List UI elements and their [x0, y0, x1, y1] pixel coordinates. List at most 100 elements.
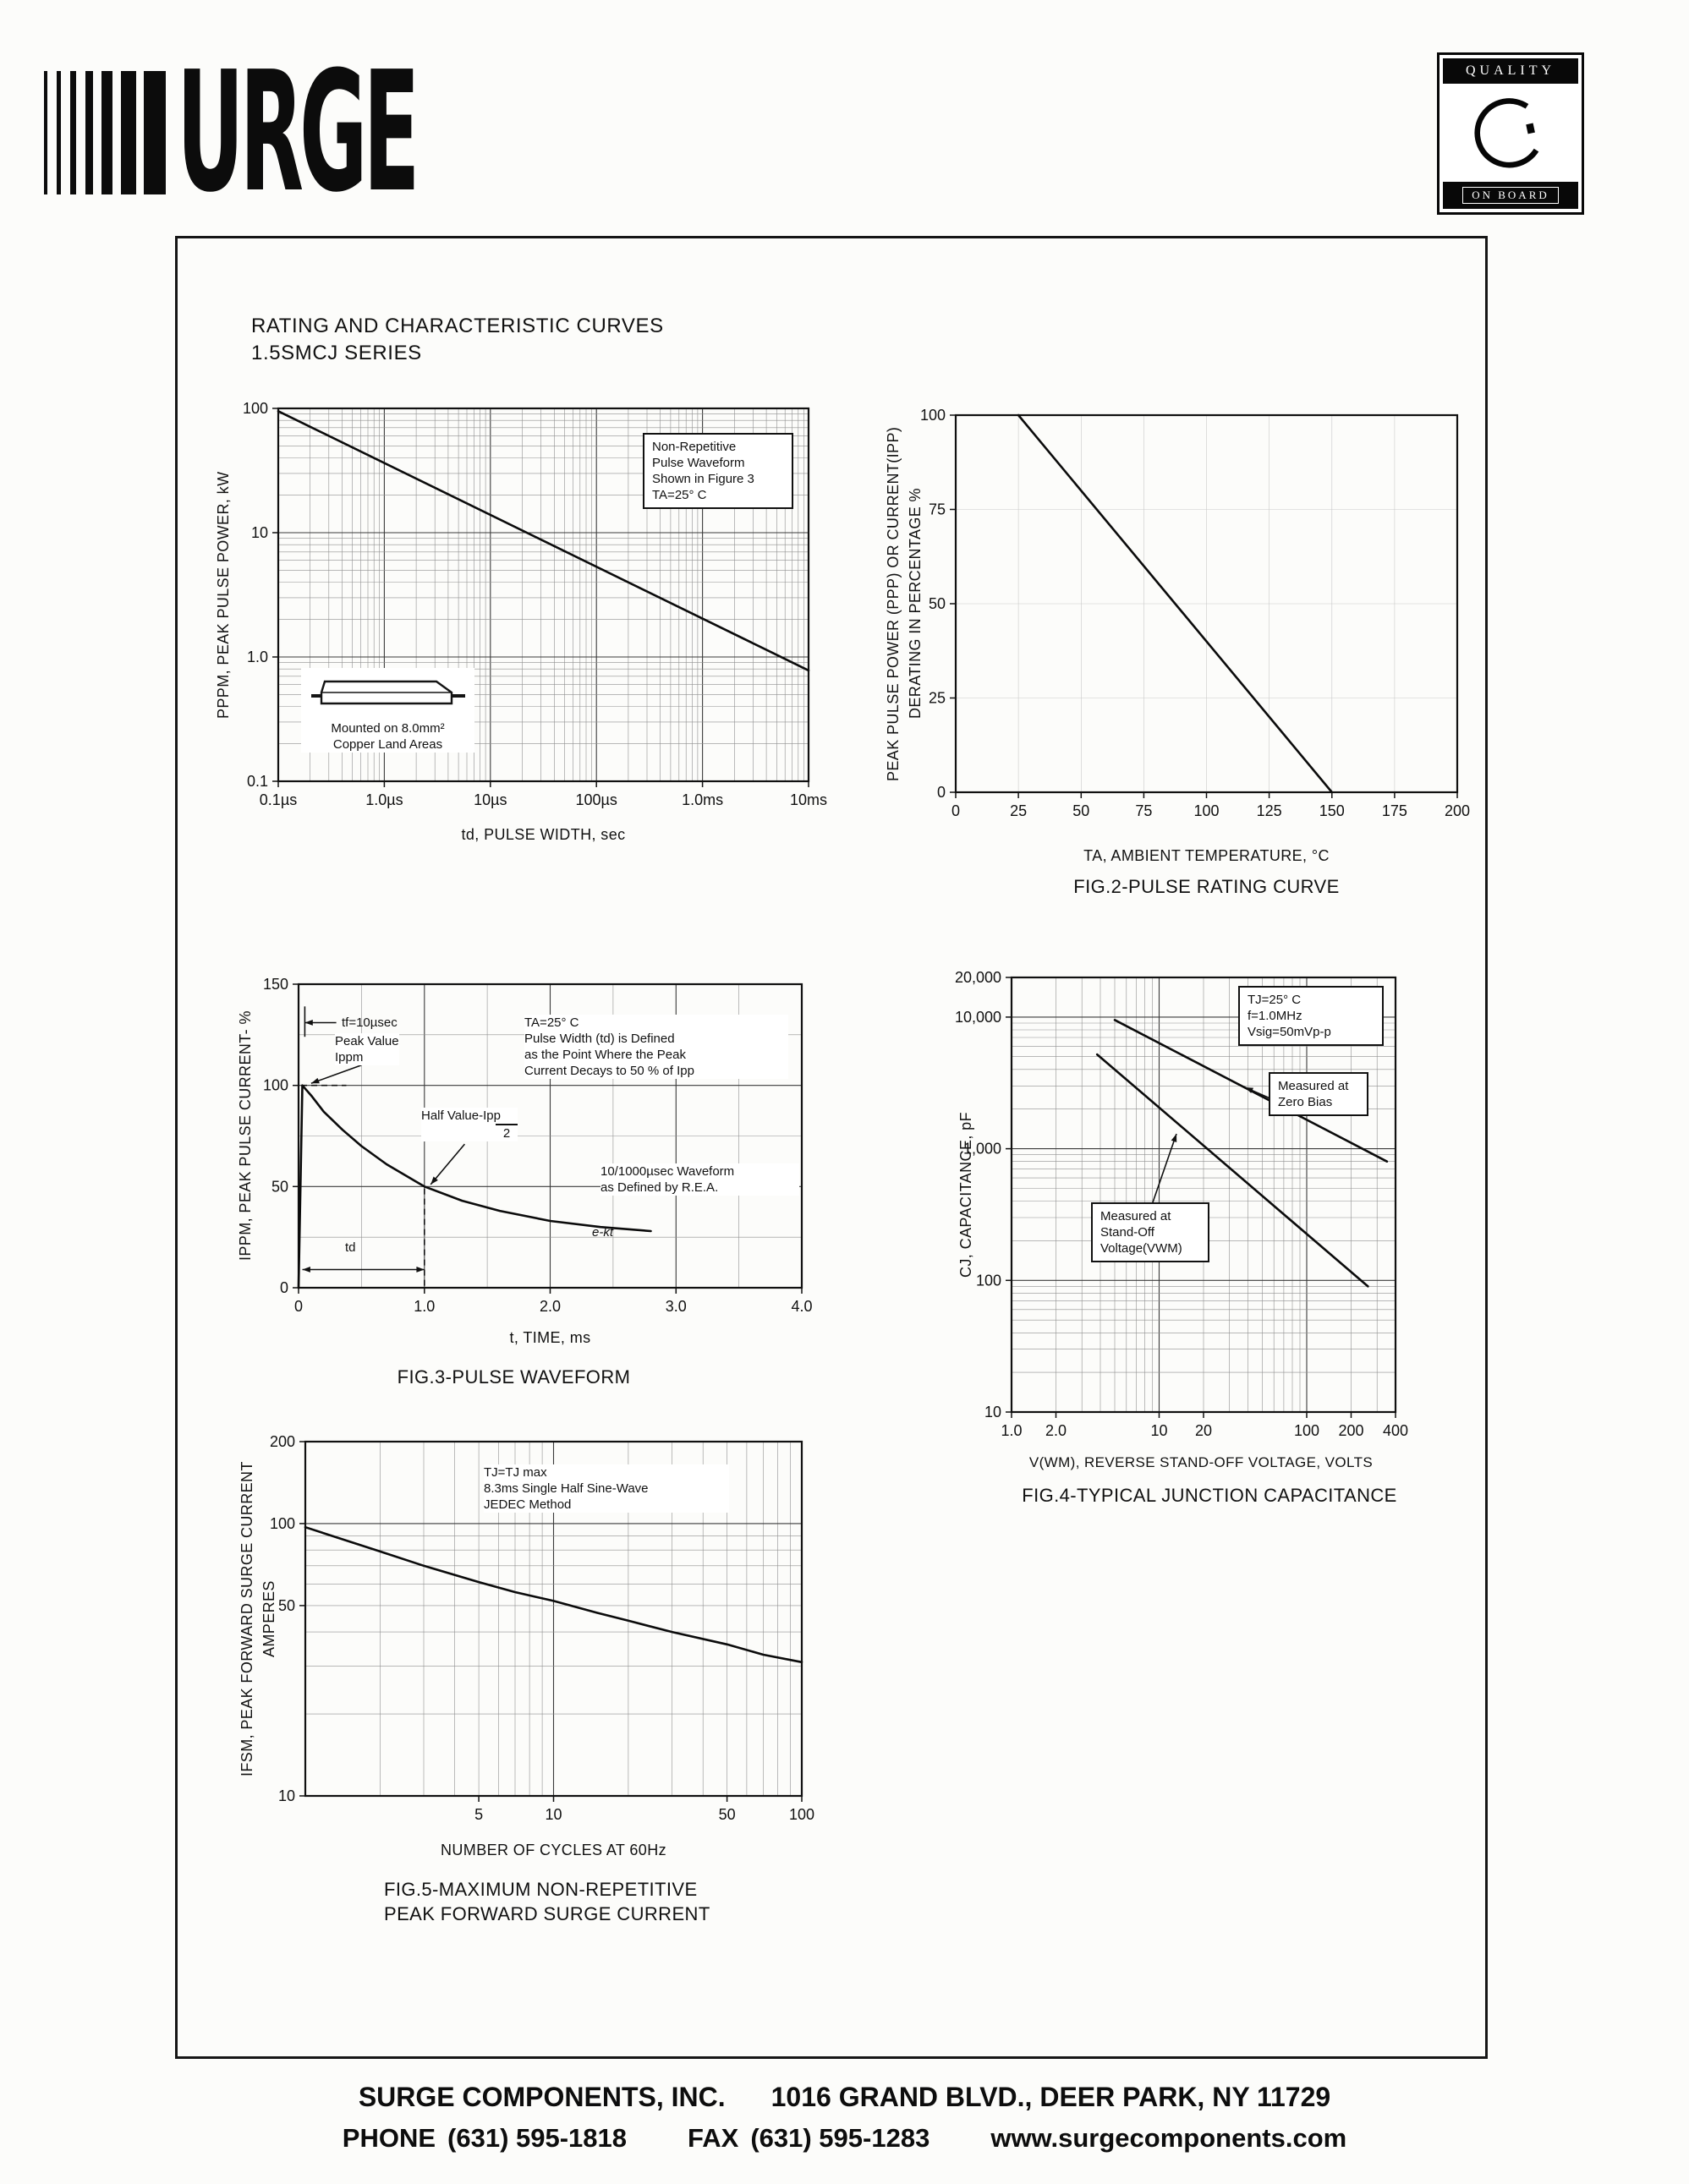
fraction-denominator: 2 [496, 1124, 518, 1141]
caption-line: PEAK FORWARD SURGE CURRENT [384, 1903, 710, 1924]
fig4-junction-capacitance-chart: CJ, CAPACITANCE, pF 1.0 2.0 10 20 100 200 400 2… [947, 930, 1514, 1522]
svg-text:100µs: 100µs [575, 791, 617, 808]
title-line1: RATING AND CHARACTERISTIC CURVES [251, 315, 664, 337]
footer-fax-number: (631) 595-1283 [750, 2123, 930, 2153]
svg-text:100: 100 [1193, 802, 1219, 819]
footer-line2: PHONE (631) 595-1818 FAX (631) 595-1283 ww… [0, 2123, 1689, 2154]
svg-text:1.0: 1.0 [414, 1298, 435, 1315]
svg-text:1.0ms: 1.0ms [682, 791, 723, 808]
note-line: Peak Value [335, 1034, 399, 1048]
quality-on-board-badge: QUALITY ON BOARD [1437, 52, 1584, 215]
footer-line1: SURGE COMPONENTS, INC. 1016 GRAND BLVD.,… [0, 2082, 1689, 2113]
svg-text:100: 100 [789, 1806, 814, 1823]
svg-text:25: 25 [929, 690, 946, 707]
note-line: Shown in Figure 3 [652, 472, 754, 486]
fig1-mounting-note: Mounted on 8.0mm² Copper Land Areas [301, 668, 474, 753]
fig1-x-axis-label: td, PULSE WIDTH, sec [461, 826, 626, 843]
note-line: TA=25° C [652, 488, 707, 502]
svg-text:10: 10 [278, 1787, 295, 1804]
svg-text:0.1: 0.1 [247, 773, 268, 790]
svg-text:0: 0 [951, 802, 960, 819]
fig3-x-axis-label: t, TIME, ms [509, 1329, 591, 1346]
fig3-tf-label: tf=10µsec [342, 1015, 398, 1030]
svg-text:50: 50 [929, 595, 946, 612]
fig1-peak-pulse-power-chart: PPPM, PEAK PULSE POWER, kW 0.1µs 1.0µs 10µ… [203, 372, 871, 888]
fig2-x-axis-label: TA, AMBIENT TEMPERATURE, °C [1083, 847, 1330, 864]
svg-text:200: 200 [1338, 1422, 1363, 1439]
page-title: RATING AND CHARACTERISTIC CURVES 1.5SMCJ… [251, 313, 664, 367]
surge-logo-bars-icon [44, 71, 177, 194]
svg-text:50: 50 [1072, 802, 1089, 819]
fig3-peak-value-label: Peak Value Ippm [335, 1033, 399, 1065]
svg-text:10,000: 10,000 [955, 1009, 1001, 1026]
svg-text:150: 150 [263, 976, 288, 993]
svg-text:2.0: 2.0 [1045, 1422, 1067, 1439]
surge-logo: URGE [44, 50, 655, 216]
svg-text:2.0: 2.0 [540, 1298, 561, 1315]
fig3-exponential-label: e-kt [592, 1225, 614, 1240]
note-line: f=1.0MHz [1248, 1009, 1302, 1023]
svg-text:1.0µs: 1.0µs [365, 791, 403, 808]
fig5-caption: FIG.5-MAXIMUM NON-REPETITIVE PEAK FORWAR… [384, 1877, 710, 1926]
fig3-conditions-note: TA=25° C Pulse Width (td) is Defined as … [524, 1015, 788, 1079]
footer-phone-number: (631) 595-1818 [447, 2123, 628, 2153]
note-line: Zero Bias [1278, 1095, 1333, 1109]
fig2-y-axis-label-line1: PEAK PULSE POWER (PPP) OR CURRENT(IPP) [885, 426, 902, 781]
svg-text:1.0: 1.0 [247, 649, 268, 665]
svg-text:1,000: 1,000 [963, 1141, 1001, 1158]
fig1-note-box: Non-Repetitive Pulse Waveform Shown in F… [643, 433, 793, 509]
svg-text:400: 400 [1383, 1422, 1408, 1439]
svg-text:20: 20 [1195, 1422, 1212, 1439]
fig3-pulse-waveform-chart: IPPM, PEAK PULSE CURRENT- % 0 1.0 2.0 3.0 4.… [228, 947, 897, 1420]
note-line: TA=25° C [524, 1015, 579, 1030]
quality-badge-bottom-label: ON BOARD [1462, 187, 1559, 204]
note-line: Ippm [335, 1050, 364, 1065]
note-line: Measured at [1278, 1079, 1349, 1093]
svg-text:0: 0 [294, 1298, 303, 1315]
fig4-y-axis-label: CJ, CAPACITANCE, pF [957, 1112, 974, 1278]
svg-text:10: 10 [545, 1806, 562, 1823]
note-line: Copper Land Areas [332, 737, 443, 752]
svg-text:10ms: 10ms [790, 791, 827, 808]
note-line: Pulse Width (td) is Defined [524, 1032, 675, 1046]
note-line: Current Decays to 50 % of Ipp [524, 1064, 694, 1078]
svg-text:0: 0 [280, 1279, 288, 1296]
footer-fax-label: FAX [688, 2123, 739, 2153]
fig4-x-axis-label: V(WM), REVERSE STAND-OFF VOLTAGE, VOLTS [1028, 1454, 1374, 1470]
note-line: as the Point Where the Peak [524, 1048, 686, 1062]
fig5-surge-current-chart: IFSM, PEAK FORWARD SURGE CURRENT AMPERES… [237, 1420, 905, 1962]
svg-text:10µs: 10µs [474, 791, 507, 808]
footer-company: SURGE COMPONENTS, INC. [358, 2082, 726, 2112]
fig5-conditions-note: TJ=TJ max 8.3ms Single Half Sine-Wave JE… [484, 1464, 729, 1513]
svg-text:50: 50 [719, 1806, 736, 1823]
svg-text:50: 50 [278, 1597, 295, 1614]
svg-text:75: 75 [1135, 802, 1152, 819]
fig2-plot-area: 0 25 50 75 100 125 150 175 200 100 75 50 25 0 [880, 372, 1505, 892]
fig2-y-axis-label-line2: DERATING IN PERCENTAGE % [907, 488, 924, 720]
fig4-standoff-box: Measured at Stand-Off Voltage(VWM) [1091, 1202, 1209, 1262]
fig2-pulse-rating-chart: PEAK PULSE POWER (PPP) OR CURRENT(IPP) D… [880, 372, 1510, 922]
smc-package-icon [310, 680, 465, 705]
caption-line: FIG.5-MAXIMUM NON-REPETITIVE [384, 1879, 698, 1900]
svg-text:100: 100 [920, 407, 946, 424]
fig4-plot-area: 1.0 2.0 10 20 100 200 400 20,000 10,000 1,000 100 1… [947, 930, 1505, 1475]
svg-text:100: 100 [1294, 1422, 1319, 1439]
fig4-zero-bias-box: Measured at Zero Bias [1269, 1072, 1368, 1116]
svg-text:5: 5 [474, 1806, 483, 1823]
svg-text:10: 10 [1150, 1422, 1167, 1439]
note-line: Pulse Waveform [652, 456, 745, 470]
fig4-conditions-box: TJ=25° C f=1.0MHz Vsig=50mVp-p [1238, 986, 1384, 1046]
svg-text:175: 175 [1382, 802, 1407, 819]
note-line: 10/1000µsec Waveform [600, 1164, 735, 1179]
note-line: Measured at [1100, 1209, 1171, 1223]
svg-text:100: 100 [270, 1515, 295, 1532]
svg-text:100: 100 [976, 1272, 1001, 1289]
crescent-moon-icon [1443, 84, 1578, 182]
fig3-caption: FIG.3-PULSE WAVEFORM [397, 1366, 631, 1388]
svg-text:0.1µs: 0.1µs [260, 791, 297, 808]
fig3-half-value-label: Half Value-Ipp 2 [421, 1108, 518, 1141]
fig1-y-axis-label: PPPM, PEAK PULSE POWER, kW [215, 471, 232, 719]
note-line: Non-Repetitive [652, 440, 737, 454]
svg-text:3.0: 3.0 [666, 1298, 687, 1315]
